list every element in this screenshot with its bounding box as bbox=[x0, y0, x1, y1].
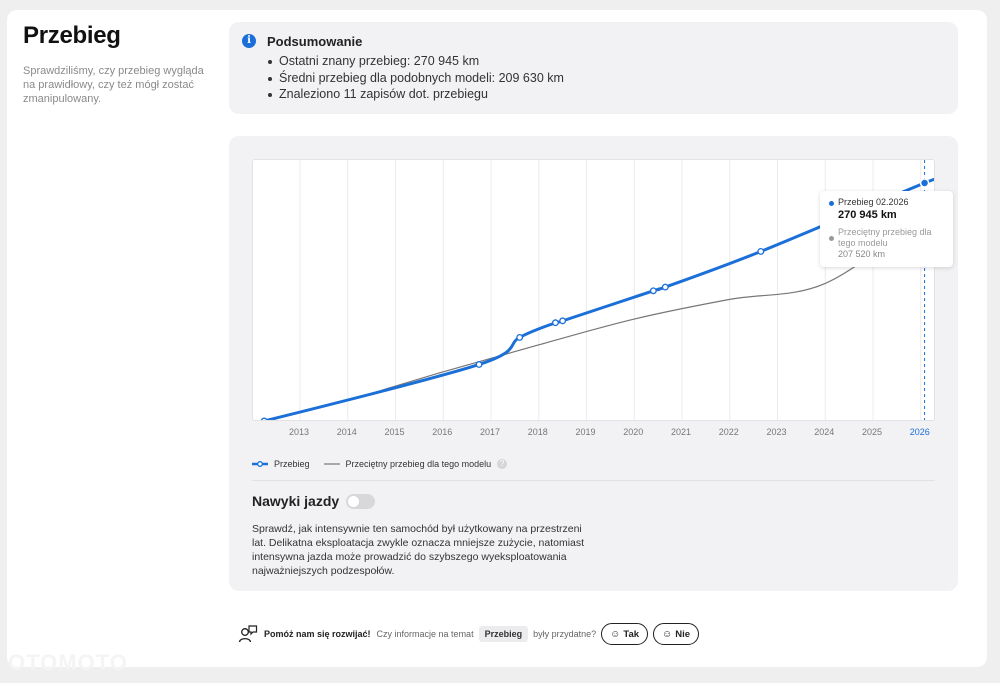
habits-title: Nawyki jazdy bbox=[252, 493, 340, 509]
mileage-point[interactable] bbox=[516, 334, 524, 341]
x-tick-label: 2016 bbox=[432, 427, 453, 437]
summary-list: Ostatni znany przebieg: 270 945 km Średn… bbox=[267, 53, 564, 103]
average-dot-icon bbox=[829, 236, 834, 241]
summary-item: Ostatni znany przebieg: 270 945 km bbox=[267, 53, 564, 70]
summary-item: Średni przebieg dla podobnych modeli: 20… bbox=[267, 70, 564, 87]
x-tick-label: 2021 bbox=[670, 427, 692, 437]
smile-icon: ☺ bbox=[610, 628, 621, 640]
mileage-point[interactable] bbox=[559, 317, 567, 325]
mileage-point[interactable] bbox=[661, 283, 669, 291]
x-axis-labels: 2013 2014 2015 2016 2017 2018 2019 2020 2021 2022… bbox=[229, 427, 958, 439]
chart-legend: Przebieg Przeciętny przebieg dla tego mo… bbox=[252, 458, 521, 470]
smile-icon: ☺ bbox=[662, 628, 673, 640]
feedback-topic-tag: Przebieg bbox=[478, 626, 529, 642]
toggle-knob bbox=[348, 496, 359, 507]
x-tick-label: 2022 bbox=[718, 427, 739, 437]
x-tick-label: 2025 bbox=[861, 427, 883, 437]
yes-label: Tak bbox=[623, 628, 640, 640]
feedback-heading: Pomóż nam się rozwijać! bbox=[264, 629, 371, 639]
mileage-point[interactable] bbox=[260, 417, 268, 421]
habits-description: Sprawdź, jak intensywnie ten samochód by… bbox=[252, 523, 585, 577]
x-tick-label: 2020 bbox=[623, 427, 644, 437]
mileage-point[interactable] bbox=[649, 287, 657, 295]
feedback-bar: Pomóż nam się rozwijać! Czy informacje n… bbox=[238, 622, 700, 646]
mileage-point[interactable] bbox=[757, 248, 765, 255]
legend-average[interactable]: Przeciętny przebieg dla tego modelu ? bbox=[323, 459, 508, 469]
tooltip-mileage: Przebieg 02.2026 270 945 km bbox=[829, 197, 945, 222]
feedback-question-start: Czy informacje na temat bbox=[376, 629, 474, 639]
x-tick-label: 2013 bbox=[288, 427, 310, 437]
x-tick-label: 2024 bbox=[814, 427, 835, 437]
feedback-yes-button[interactable]: ☺ Tak bbox=[601, 623, 649, 645]
chart-tooltip: Przebieg 02.2026 270 945 km Przeciętny p… bbox=[820, 191, 953, 267]
help-icon[interactable]: ? bbox=[497, 459, 508, 469]
average-line-icon bbox=[323, 463, 340, 465]
mileage-line-icon bbox=[252, 461, 268, 467]
mileage-dot-icon bbox=[829, 201, 834, 206]
page-title: Przebieg bbox=[23, 22, 121, 49]
tooltip-average: Przeciętny przebieg dla tego modelu 207 … bbox=[829, 227, 945, 260]
feedback-no-button[interactable]: ☺ Nie bbox=[653, 623, 700, 645]
x-tick-label: 2026 bbox=[909, 427, 930, 437]
x-tick-label: 2019 bbox=[575, 427, 596, 437]
mileage-point[interactable] bbox=[475, 361, 483, 368]
x-tick-label: 2023 bbox=[766, 427, 787, 437]
mileage-point[interactable] bbox=[552, 319, 559, 327]
page-description: Sprawdziliśmy, czy przebieg wygląda na p… bbox=[23, 65, 204, 105]
chart-panel: 2013 2014 2015 2016 2017 2018 2019 2020 2021 2022… bbox=[229, 136, 958, 591]
tooltip-avg-value: 207 520 km bbox=[838, 249, 886, 259]
summary-item: Znaleziono 11 zapisów dot. przebiegu bbox=[267, 86, 564, 103]
summary-title: Podsumowanie bbox=[267, 34, 363, 49]
habits-toggle[interactable] bbox=[346, 494, 375, 509]
legend-mileage-label: Przebieg bbox=[274, 459, 310, 469]
chart-plot bbox=[253, 160, 934, 421]
legend-average-label: Przeciętny przebieg dla tego modelu bbox=[345, 459, 492, 469]
info-icon: i bbox=[242, 34, 256, 48]
x-tick-label: 2018 bbox=[527, 427, 548, 437]
tooltip-avg-label: Przeciętny przebieg dla tego modelu bbox=[838, 227, 932, 248]
legend-mileage[interactable]: Przebieg bbox=[252, 459, 310, 469]
section-header: Przebieg Sprawdziliśmy, czy przebieg wyg… bbox=[23, 22, 208, 106]
x-tick-label: 2015 bbox=[384, 427, 405, 437]
x-tick-label: 2014 bbox=[336, 427, 357, 437]
mileage-point[interactable] bbox=[919, 178, 930, 188]
watermark-logo: OTOMOTO bbox=[8, 650, 128, 675]
tooltip-value: 270 945 km bbox=[838, 209, 897, 221]
no-label: Nie bbox=[675, 628, 691, 640]
tooltip-label: Przebieg 02.2026 bbox=[838, 197, 909, 207]
summary-box: i Podsumowanie Ostatni znany przebieg: 2… bbox=[229, 22, 958, 114]
x-tick-label: 2017 bbox=[479, 427, 501, 437]
feedback-question-end: były przydatne? bbox=[533, 629, 597, 639]
divider bbox=[252, 480, 935, 481]
chat-person-icon bbox=[238, 625, 258, 643]
